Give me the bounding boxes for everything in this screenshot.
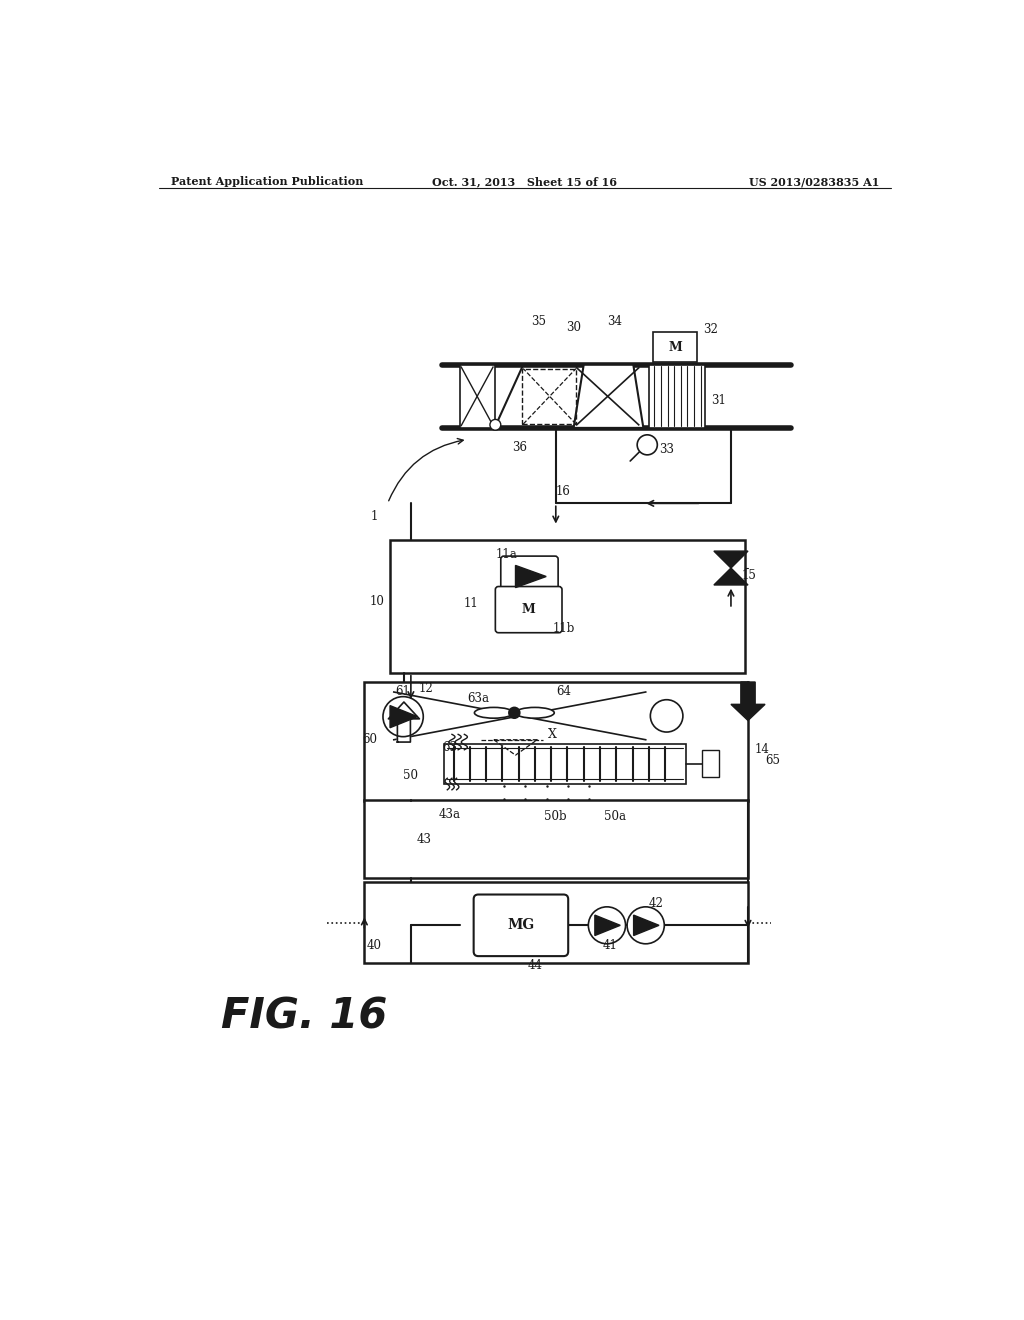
Text: 42: 42 [649,898,664,911]
Text: 43a: 43a [438,808,461,821]
Bar [653,333,697,362]
Text: 11: 11 [463,597,478,610]
Text: 14: 14 [755,743,769,756]
Bar [460,364,495,428]
Bar [444,743,686,784]
Text: 44: 44 [527,958,543,972]
Bar [365,800,748,878]
Polygon shape [515,565,546,587]
Text: 50b: 50b [545,810,567,824]
Text: 65: 65 [765,754,780,767]
Polygon shape [714,568,748,585]
Bar [649,364,705,428]
Text: 41: 41 [602,939,617,952]
Text: 31: 31 [711,395,726,408]
Bar [390,688,649,743]
Polygon shape [388,702,420,742]
Text: 11b: 11b [552,622,574,635]
FancyBboxPatch shape [474,895,568,956]
Polygon shape [731,682,765,721]
Text: MG: MG [507,919,535,932]
Text: 40: 40 [367,939,382,952]
Text: 10: 10 [370,594,385,607]
Text: 63: 63 [442,741,457,754]
Text: 35: 35 [531,315,546,329]
Circle shape [637,434,657,455]
Text: 11a: 11a [496,548,517,561]
Text: 63a: 63a [467,693,489,705]
Text: 43: 43 [417,833,431,846]
Ellipse shape [474,708,513,718]
Bar [521,368,575,424]
Circle shape [383,697,423,737]
Polygon shape [595,915,621,936]
Bar [365,882,748,964]
FancyBboxPatch shape [501,556,558,597]
Circle shape [509,708,520,718]
FancyBboxPatch shape [496,586,562,632]
Text: 64: 64 [556,685,571,698]
Text: 61: 61 [395,685,411,698]
Text: 36: 36 [512,441,527,454]
Text: 50a: 50a [604,810,626,824]
Text: FIG. 16: FIG. 16 [221,997,387,1038]
Text: 15: 15 [742,569,757,582]
Text: X: X [548,727,557,741]
Circle shape [489,420,501,430]
Text: 60: 60 [362,733,377,746]
Polygon shape [573,364,643,428]
Text: US 2013/0283835 A1: US 2013/0283835 A1 [750,176,880,187]
Text: 16: 16 [556,484,571,498]
Text: 1: 1 [371,510,378,523]
Circle shape [627,907,665,944]
Circle shape [589,907,626,944]
Text: 30: 30 [566,321,582,334]
Bar [701,750,719,777]
Bar [365,682,748,801]
Text: Patent Application Publication: Patent Application Publication [171,176,362,187]
Text: Oct. 31, 2013   Sheet 15 of 16: Oct. 31, 2013 Sheet 15 of 16 [432,176,617,187]
Ellipse shape [515,708,554,718]
Circle shape [650,700,683,733]
Text: M: M [522,603,536,616]
Text: M: M [669,341,682,354]
Text: 50: 50 [403,770,419,783]
Text: 33: 33 [659,444,674,455]
Polygon shape [390,706,418,727]
Polygon shape [634,915,659,936]
Text: 12: 12 [419,681,434,694]
Bar [390,540,744,673]
Text: 32: 32 [703,323,718,335]
Polygon shape [714,552,748,568]
Text: 34: 34 [607,315,623,329]
